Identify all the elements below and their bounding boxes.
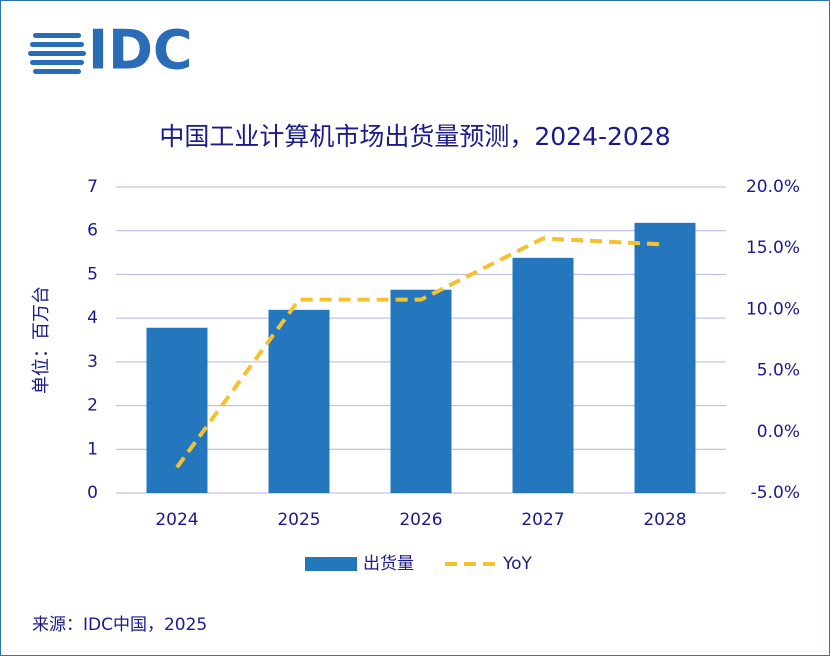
y-tick-label: 6 <box>87 221 98 241</box>
x-tick-label: 2024 <box>155 510 198 530</box>
y-tick-label: 7 <box>87 177 98 197</box>
bar <box>146 327 208 493</box>
x-tick-label: 2025 <box>277 510 320 530</box>
legend-swatch <box>305 557 357 571</box>
logo-mark <box>28 33 86 74</box>
x-tick-label: 2027 <box>521 510 564 530</box>
logo: IDC <box>88 19 193 82</box>
x-tick-label: 2026 <box>399 510 442 530</box>
y2-tick-label: 0.0% <box>757 422 800 442</box>
y-tick-label: 2 <box>87 396 98 416</box>
y-tick-label: 1 <box>87 439 98 459</box>
y-tick-label: 5 <box>87 264 98 284</box>
x-tick-label: 2028 <box>643 510 686 530</box>
y2-tick-label: 10.0% <box>746 299 800 319</box>
bar <box>390 289 452 493</box>
y2-tick-label: 5.0% <box>757 361 800 381</box>
y-tick-label: 0 <box>87 483 98 503</box>
legend-label: 出货量 <box>363 554 414 574</box>
y-tick-label: 3 <box>87 352 98 372</box>
y2-tick-label: 15.0% <box>746 238 800 258</box>
y2-tick-label: 20.0% <box>746 177 800 197</box>
y-tick-label: 4 <box>87 308 98 328</box>
chart-title: 中国工业计算机市场出货量预测，2024-2028 <box>159 122 670 151</box>
y-axis-label: 单位：百万台 <box>31 286 52 394</box>
line <box>175 236 666 469</box>
legend-label: YoY <box>502 554 533 574</box>
bar <box>268 309 330 493</box>
bar <box>634 222 696 494</box>
y2-tick-label: -5.0% <box>751 483 800 503</box>
source: 来源：IDC中国，2025 <box>32 615 207 635</box>
bar <box>512 257 574 493</box>
